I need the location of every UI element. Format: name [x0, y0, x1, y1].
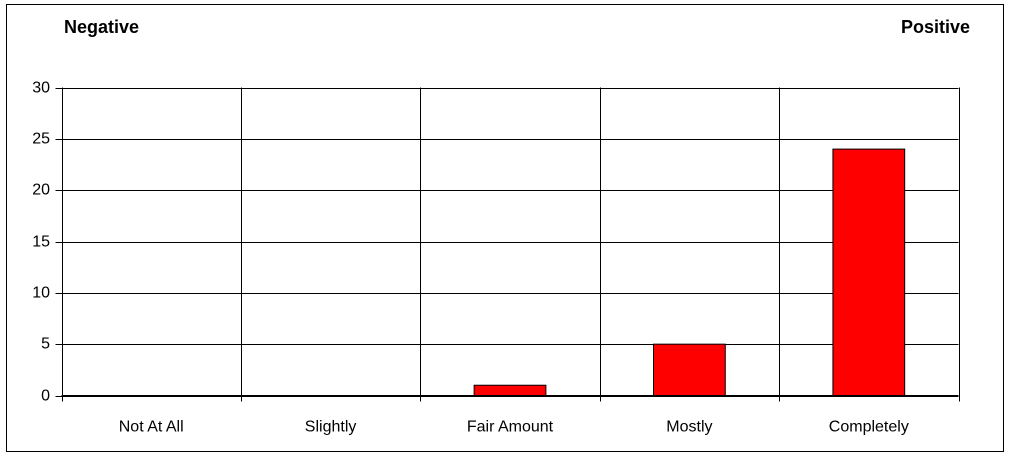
x-tick-label: Fair Amount [467, 419, 554, 436]
annotation-negative: Negative [64, 17, 139, 37]
y-tick-label: 30 [32, 80, 50, 97]
y-tick-label: 10 [32, 285, 50, 302]
x-tick-label: Not At All [119, 419, 184, 436]
bar [473, 384, 547, 397]
y-tick-label: 15 [32, 234, 50, 251]
bar [832, 148, 906, 396]
x-tick-label: Completely [829, 419, 909, 436]
y-tick-label: 0 [41, 388, 50, 405]
y-tick-label: 25 [32, 131, 50, 148]
x-tick-label: Mostly [666, 419, 712, 436]
bar [653, 343, 726, 396]
x-tick-label: Slightly [305, 419, 357, 436]
annotation-positive: Positive [901, 17, 970, 37]
y-tick-label: 5 [41, 336, 50, 353]
y-tick-label: 20 [32, 182, 50, 199]
